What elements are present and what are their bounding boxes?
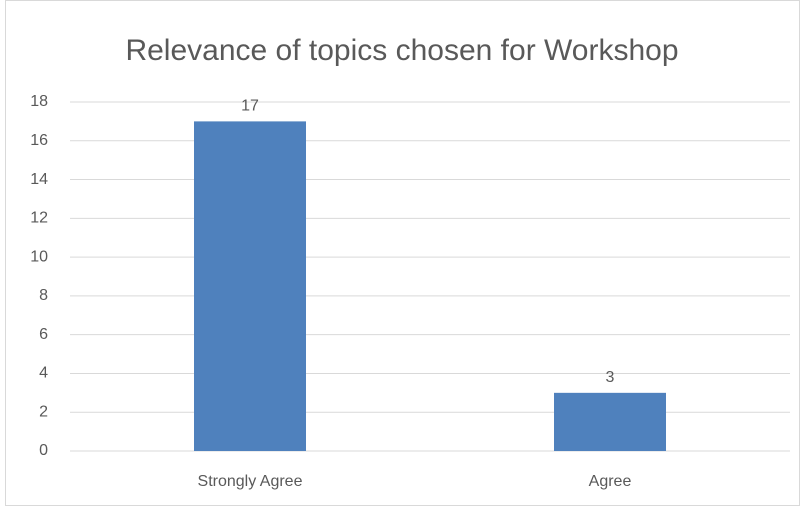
- bar: [554, 392, 666, 451]
- bar: [194, 121, 306, 451]
- y-tick-label: 4: [39, 365, 48, 382]
- x-tick-label: Strongly Agree: [198, 473, 303, 490]
- y-tick-label: 0: [39, 442, 48, 459]
- y-tick-label: 18: [30, 93, 48, 110]
- y-tick-label: 16: [30, 132, 48, 149]
- x-tick-label: Agree: [589, 473, 632, 490]
- data-label: 3: [606, 369, 615, 386]
- y-tick-label: 14: [30, 171, 48, 188]
- chart-border: [5, 0, 800, 506]
- y-tick-label: 6: [39, 326, 48, 343]
- chart-title: Relevance of topics chosen for Workshop: [125, 34, 678, 67]
- y-tick-label: 8: [39, 287, 48, 304]
- y-tick-label: 12: [30, 210, 48, 227]
- y-tick-label: 2: [39, 403, 48, 420]
- data-label: 17: [241, 98, 259, 115]
- y-tick-label: 10: [30, 248, 48, 265]
